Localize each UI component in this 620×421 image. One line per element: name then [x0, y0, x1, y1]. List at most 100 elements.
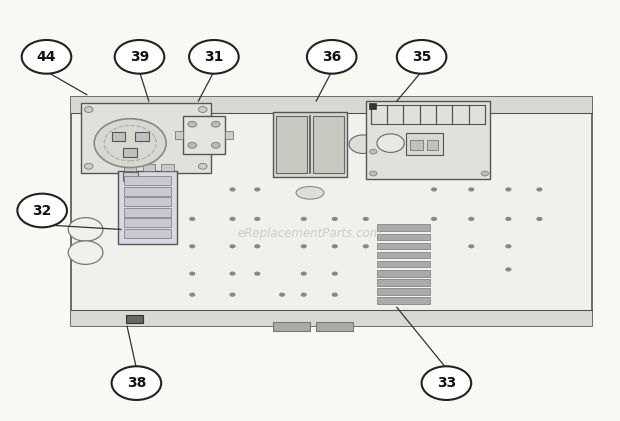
Circle shape — [254, 187, 260, 192]
Circle shape — [468, 187, 474, 192]
Circle shape — [188, 142, 197, 148]
Circle shape — [189, 244, 195, 248]
Circle shape — [370, 171, 377, 176]
Bar — [369, 103, 376, 109]
Bar — [427, 140, 438, 150]
Bar — [377, 242, 430, 249]
Circle shape — [198, 163, 207, 169]
Circle shape — [505, 267, 511, 272]
Circle shape — [481, 171, 489, 176]
Bar — [124, 187, 170, 196]
Circle shape — [397, 40, 446, 74]
Circle shape — [152, 217, 158, 221]
Text: 36: 36 — [322, 50, 342, 64]
Circle shape — [332, 244, 338, 248]
Bar — [366, 101, 490, 179]
Text: 32: 32 — [32, 203, 52, 218]
Circle shape — [229, 217, 236, 221]
Bar — [123, 148, 137, 157]
Bar — [71, 310, 592, 326]
Bar — [124, 218, 170, 227]
Bar — [175, 131, 183, 139]
Circle shape — [536, 187, 542, 192]
Circle shape — [68, 241, 103, 264]
Circle shape — [254, 244, 260, 248]
Bar — [118, 171, 177, 244]
Circle shape — [505, 187, 511, 192]
Circle shape — [22, 40, 71, 74]
Circle shape — [189, 272, 195, 276]
Circle shape — [301, 272, 307, 276]
Circle shape — [468, 217, 474, 221]
Bar — [183, 116, 225, 154]
Circle shape — [94, 119, 166, 168]
Bar — [124, 229, 170, 238]
Circle shape — [229, 244, 236, 248]
Ellipse shape — [296, 187, 324, 199]
Bar — [377, 270, 430, 277]
Circle shape — [189, 40, 239, 74]
Bar — [225, 131, 232, 139]
Circle shape — [211, 142, 220, 148]
Text: 44: 44 — [37, 50, 56, 64]
Bar — [406, 133, 443, 155]
Bar — [124, 164, 136, 171]
Circle shape — [536, 217, 542, 221]
Circle shape — [505, 244, 511, 248]
Text: 31: 31 — [204, 50, 224, 64]
Circle shape — [332, 293, 338, 297]
Bar — [112, 132, 125, 141]
Circle shape — [112, 366, 161, 400]
Circle shape — [363, 217, 369, 221]
Circle shape — [431, 187, 437, 192]
Circle shape — [301, 244, 307, 248]
Bar — [377, 261, 430, 267]
Bar — [135, 132, 149, 141]
Circle shape — [332, 217, 338, 221]
Circle shape — [17, 194, 67, 227]
Circle shape — [229, 187, 236, 192]
Circle shape — [189, 293, 195, 297]
Bar — [377, 234, 430, 240]
Bar — [377, 252, 430, 258]
Circle shape — [363, 244, 369, 248]
Circle shape — [188, 121, 197, 127]
Bar — [161, 164, 174, 171]
Circle shape — [377, 134, 404, 152]
Circle shape — [115, 40, 164, 74]
Bar — [273, 112, 347, 177]
Circle shape — [349, 135, 376, 154]
Bar — [124, 208, 170, 217]
Circle shape — [198, 107, 207, 112]
Circle shape — [229, 293, 236, 297]
Circle shape — [468, 244, 474, 248]
Circle shape — [279, 293, 285, 297]
Text: 33: 33 — [436, 376, 456, 390]
Bar — [313, 116, 344, 173]
Circle shape — [84, 163, 93, 169]
Bar — [273, 322, 310, 331]
Bar — [377, 297, 430, 304]
Circle shape — [301, 293, 307, 297]
Bar — [143, 164, 155, 171]
Circle shape — [431, 217, 437, 221]
Text: 38: 38 — [126, 376, 146, 390]
Bar — [124, 176, 170, 185]
Circle shape — [152, 187, 158, 192]
Bar — [316, 322, 353, 331]
Bar — [410, 140, 423, 150]
Text: 35: 35 — [412, 50, 432, 64]
Circle shape — [370, 149, 377, 154]
Circle shape — [254, 272, 260, 276]
Bar — [71, 97, 592, 113]
Circle shape — [68, 218, 103, 241]
Bar — [124, 197, 170, 206]
Circle shape — [189, 217, 195, 221]
Bar — [81, 103, 211, 173]
Bar — [126, 315, 143, 323]
Bar — [377, 224, 430, 231]
Bar — [377, 279, 430, 286]
Text: 39: 39 — [130, 50, 149, 64]
Circle shape — [211, 121, 220, 127]
Circle shape — [422, 366, 471, 400]
